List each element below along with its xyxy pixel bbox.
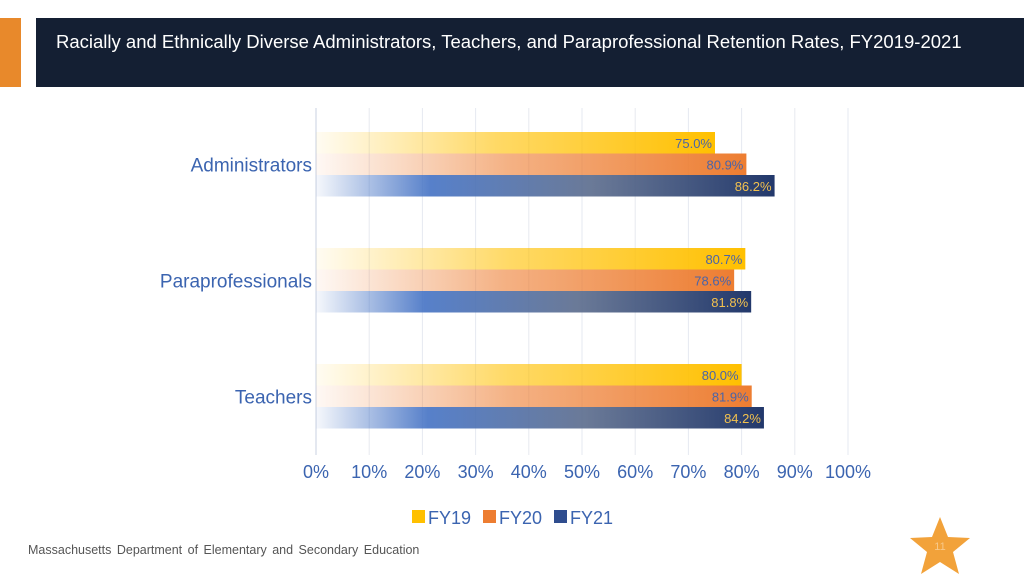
data-label-fy19: 80.7% bbox=[705, 252, 742, 267]
page-number: 11 bbox=[934, 541, 945, 553]
title-accent-bar bbox=[0, 18, 21, 87]
data-label-fy19: 80.0% bbox=[702, 368, 739, 383]
data-label-fy21: 84.2% bbox=[724, 411, 761, 426]
data-label-fy21: 81.8% bbox=[711, 295, 748, 310]
bar-fy19 bbox=[316, 364, 742, 386]
data-label-fy20: 81.9% bbox=[712, 390, 749, 405]
legend-label-fy21: FY21 bbox=[570, 508, 613, 528]
bars-group bbox=[316, 132, 775, 429]
star-icon: 11 bbox=[910, 517, 970, 574]
x-tick-label: 80% bbox=[724, 462, 760, 482]
legend-swatch-fy21 bbox=[554, 510, 567, 523]
x-tick-label: 10% bbox=[351, 462, 387, 482]
bar-fy19 bbox=[316, 132, 715, 154]
x-tick-label: 70% bbox=[670, 462, 706, 482]
category-label: Teachers bbox=[235, 387, 312, 408]
title-band: Racially and Ethnically Diverse Administ… bbox=[36, 18, 1024, 87]
data-label-fy21: 86.2% bbox=[735, 179, 772, 194]
bar-fy20 bbox=[316, 269, 735, 291]
data-label-fy20: 78.6% bbox=[694, 274, 731, 289]
x-tick-label: 100% bbox=[825, 462, 871, 482]
category-label: Paraprofessionals bbox=[160, 271, 312, 292]
data-label-fy19: 75.0% bbox=[675, 136, 712, 151]
footer-text: Massachusetts Department of Elementary a… bbox=[28, 543, 420, 557]
x-tick-label: 50% bbox=[564, 462, 600, 482]
x-tick-label: 90% bbox=[777, 462, 813, 482]
labels-group: Administrators 75.0% 80.9% 86.2% Paraprofess… bbox=[160, 136, 772, 426]
x-tick-label: 0% bbox=[303, 462, 329, 482]
x-tick-label: 20% bbox=[404, 462, 440, 482]
bar-fy21 bbox=[316, 291, 752, 313]
x-tick-label: 30% bbox=[458, 462, 494, 482]
legend-swatch-fy19 bbox=[412, 510, 425, 523]
chart-legend: FY19 FY20 FY21 bbox=[412, 508, 613, 528]
x-tick-label: 60% bbox=[617, 462, 653, 482]
legend-label-fy19: FY19 bbox=[428, 508, 471, 528]
slide-title: Racially and Ethnically Diverse Administ… bbox=[56, 31, 962, 52]
bar-fy21 bbox=[316, 407, 764, 429]
bar-fy19 bbox=[316, 248, 746, 270]
bar-fy20 bbox=[316, 153, 747, 175]
x-tick-label: 40% bbox=[511, 462, 547, 482]
bar-fy20 bbox=[316, 385, 752, 407]
bar-fy21 bbox=[316, 175, 775, 197]
legend-swatch-fy20 bbox=[483, 510, 496, 523]
category-label: Administrators bbox=[191, 155, 312, 176]
legend-label-fy20: FY20 bbox=[499, 508, 542, 528]
data-label-fy20: 80.9% bbox=[707, 158, 744, 173]
